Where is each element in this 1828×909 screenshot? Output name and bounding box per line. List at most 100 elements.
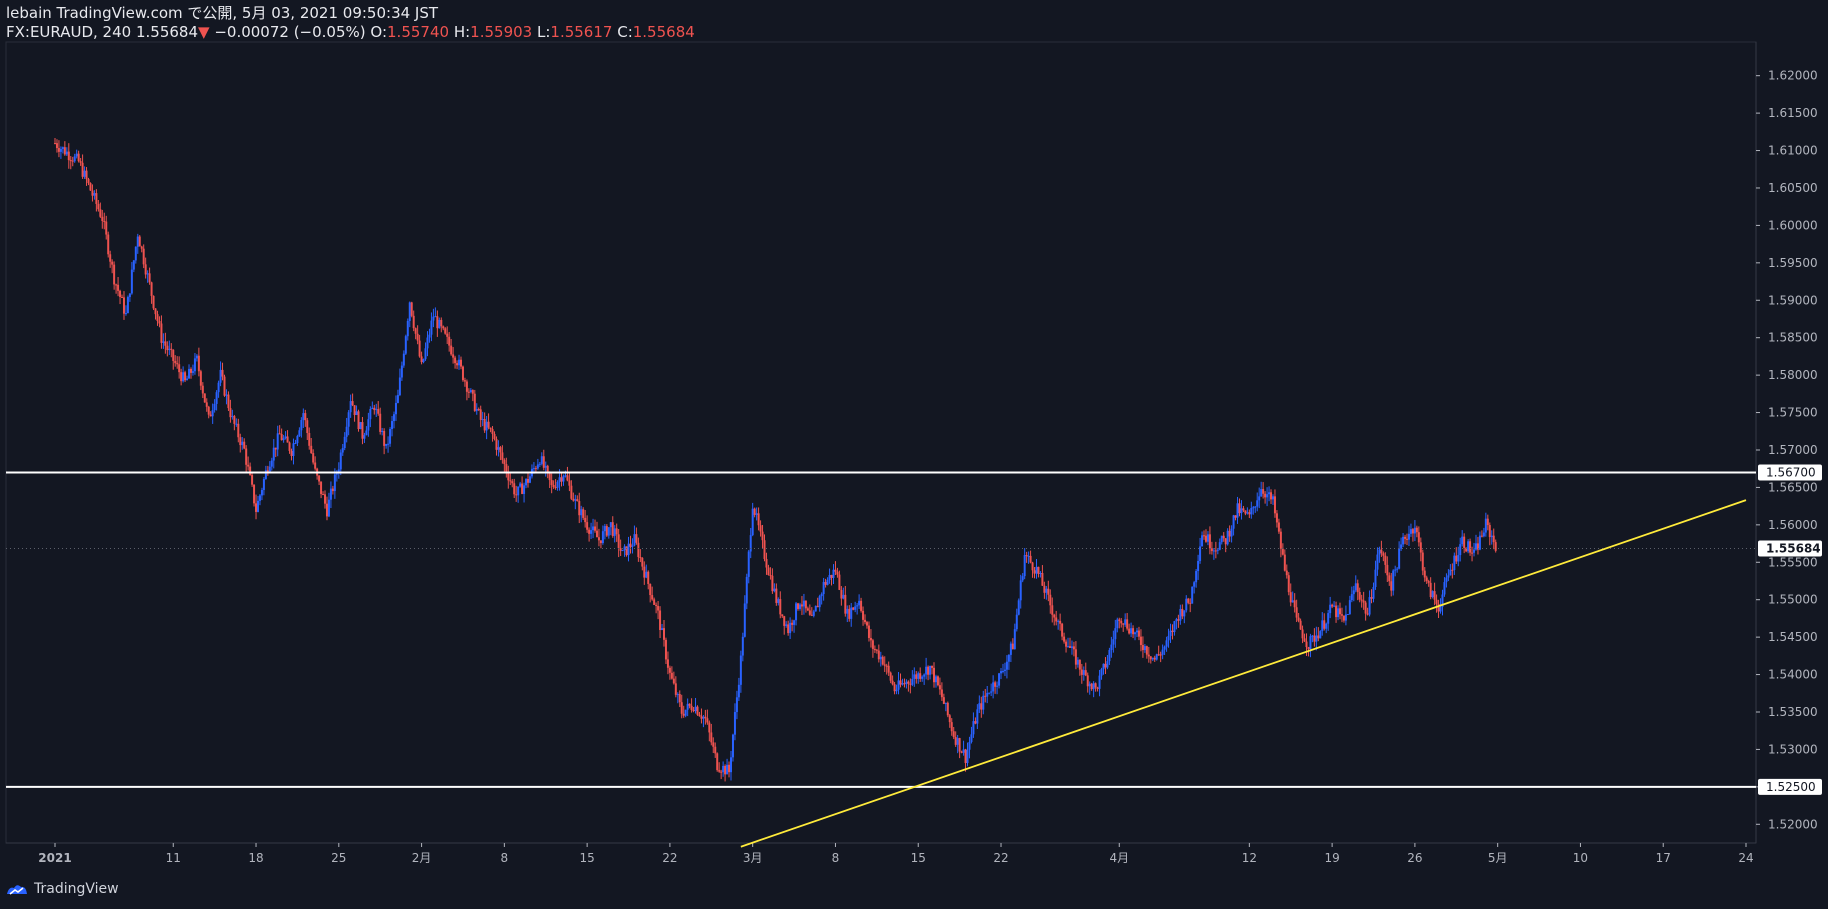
candle-body bbox=[534, 468, 537, 470]
candle-body bbox=[962, 749, 965, 753]
candle-body bbox=[1423, 570, 1426, 578]
candle-body bbox=[1035, 566, 1038, 574]
candle-body bbox=[1291, 600, 1294, 603]
high-label: H: bbox=[453, 23, 471, 41]
candle-body bbox=[856, 605, 859, 607]
x-tick-label: 15 bbox=[911, 851, 926, 865]
candle-body bbox=[456, 363, 459, 366]
candle-body bbox=[485, 421, 488, 431]
candle-body bbox=[1187, 598, 1190, 603]
candle-body bbox=[207, 406, 210, 415]
candle-body bbox=[101, 216, 104, 222]
candle-body bbox=[1224, 538, 1227, 545]
candle-body bbox=[217, 382, 220, 393]
candle-body bbox=[1360, 599, 1363, 601]
candle-body bbox=[1372, 586, 1375, 599]
candle-body bbox=[105, 221, 108, 235]
candle-body bbox=[1039, 573, 1042, 575]
x-tick-label: 3月 bbox=[743, 851, 763, 865]
candle-body bbox=[1459, 544, 1462, 556]
candle-body bbox=[1467, 541, 1470, 552]
candle-body bbox=[1427, 581, 1430, 583]
candle-body bbox=[507, 472, 510, 481]
candle-body bbox=[576, 499, 579, 502]
candle-body bbox=[1167, 636, 1170, 641]
candle-body bbox=[1025, 555, 1028, 557]
candle-body bbox=[765, 558, 768, 568]
candle-body bbox=[818, 596, 821, 608]
candle-body bbox=[448, 336, 451, 346]
candle-body bbox=[899, 680, 902, 685]
candle-body bbox=[1309, 636, 1312, 650]
candle-body bbox=[846, 608, 849, 614]
candle-body bbox=[867, 625, 870, 638]
candle-body bbox=[373, 407, 376, 411]
candle-body bbox=[284, 436, 287, 439]
candle-body bbox=[836, 571, 839, 575]
candle-body bbox=[383, 431, 386, 446]
candle-body bbox=[371, 407, 374, 409]
candle-body bbox=[1057, 620, 1060, 622]
candle-body bbox=[761, 531, 764, 541]
candle-body bbox=[1388, 575, 1391, 582]
candle-body bbox=[540, 456, 543, 464]
candle-body bbox=[521, 483, 524, 494]
candle-body bbox=[960, 751, 963, 753]
candle-body bbox=[300, 419, 303, 431]
candle-body bbox=[389, 429, 392, 444]
candle-body bbox=[1342, 615, 1345, 621]
candle-body bbox=[676, 694, 679, 696]
candle-body bbox=[260, 489, 263, 496]
candle-body bbox=[625, 546, 628, 556]
candle-body bbox=[1183, 610, 1186, 617]
candle-body bbox=[1199, 546, 1202, 561]
candle-body bbox=[1339, 608, 1342, 615]
candle-body bbox=[294, 443, 297, 445]
candle-body bbox=[99, 209, 102, 217]
candle-body bbox=[1163, 646, 1166, 650]
candle-body bbox=[590, 530, 593, 534]
candle-body bbox=[525, 478, 528, 486]
candle-body bbox=[1100, 669, 1103, 676]
candle-body bbox=[1001, 670, 1004, 672]
candle-body bbox=[87, 179, 90, 184]
candle-body bbox=[424, 348, 427, 360]
candle-body bbox=[408, 302, 411, 321]
last-price-label-box bbox=[1758, 540, 1822, 557]
candle-body bbox=[731, 734, 734, 758]
candle-body bbox=[1214, 550, 1217, 552]
candle-body bbox=[1220, 535, 1223, 543]
x-tick-label: 2月 bbox=[412, 851, 432, 865]
candle-body bbox=[387, 443, 390, 445]
candle-body bbox=[1315, 635, 1318, 642]
candle-body bbox=[879, 656, 882, 660]
candle-body bbox=[785, 624, 788, 626]
candle-body bbox=[1461, 536, 1464, 545]
candle-body bbox=[834, 569, 837, 572]
y-tick-label: 1.58500 bbox=[1768, 331, 1818, 345]
candle-body bbox=[440, 319, 443, 327]
candle-body bbox=[635, 534, 638, 543]
y-tick-label: 1.61500 bbox=[1768, 106, 1818, 120]
candle-body bbox=[1173, 621, 1176, 633]
candle-body bbox=[864, 619, 867, 623]
candle-body bbox=[93, 193, 96, 196]
candle-body bbox=[1201, 535, 1204, 547]
candle-body bbox=[195, 355, 198, 359]
candle-body bbox=[631, 545, 634, 547]
candle-body bbox=[911, 678, 914, 685]
candle-body bbox=[690, 705, 693, 711]
candle-body bbox=[1161, 649, 1164, 655]
candle-body bbox=[1471, 552, 1474, 554]
footer-brand[interactable]: TradingView bbox=[6, 881, 119, 897]
candle-body bbox=[158, 321, 161, 324]
x-tick-label: 17 bbox=[1656, 851, 1671, 865]
candle-body bbox=[824, 581, 827, 585]
x-tick-label: 26 bbox=[1407, 851, 1422, 865]
candle-body bbox=[1433, 591, 1436, 600]
candle-body bbox=[810, 614, 813, 616]
candle-body bbox=[1021, 576, 1024, 581]
candle-body bbox=[1486, 518, 1489, 526]
candle-body bbox=[858, 600, 861, 606]
